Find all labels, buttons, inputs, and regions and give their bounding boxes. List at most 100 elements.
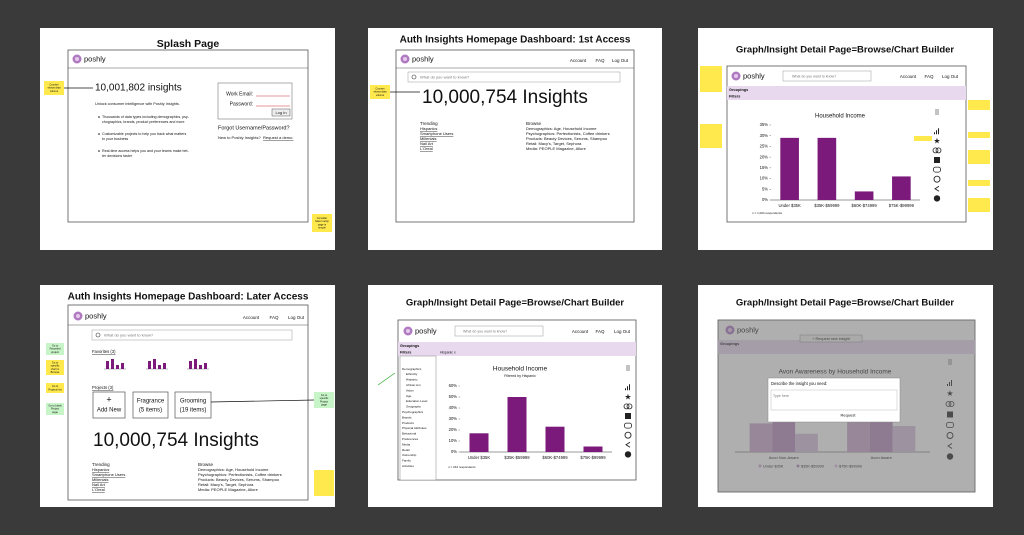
link[interactable]: Psychographics: Perfectionists, Coffee d… bbox=[526, 131, 610, 136]
link[interactable]: Millenials bbox=[420, 136, 436, 141]
button-text[interactable]: Log In bbox=[275, 110, 286, 115]
card-title[interactable]: Grooming bbox=[180, 399, 206, 405]
card-title[interactable]: Fragrance bbox=[137, 399, 165, 405]
sidebar-item[interactable]: Ownership bbox=[402, 453, 417, 457]
link[interactable]: Nail Art bbox=[420, 141, 434, 146]
counter: 10,001,802 insights bbox=[95, 83, 182, 94]
link[interactable]: Media: PEOPLE Magazine, Allure bbox=[198, 487, 259, 492]
nav-link[interactable]: Log Out bbox=[288, 315, 305, 320]
sticky-note bbox=[314, 392, 334, 408]
sidebar-item[interactable]: Psychographics bbox=[402, 410, 424, 414]
link[interactable]: L'Oreal bbox=[92, 487, 105, 492]
link[interactable]: Psychographics: Perfectionists, Coffee d… bbox=[198, 472, 282, 477]
y-tick-label: 0% bbox=[762, 197, 768, 202]
icon-info bbox=[933, 195, 941, 202]
nav-link[interactable]: Log Out bbox=[942, 74, 959, 79]
sidebar-item[interactable]: Preferences bbox=[402, 437, 419, 441]
link[interactable]: Demographics: Age, Household Income bbox=[198, 467, 269, 472]
sticky-note bbox=[968, 132, 990, 138]
link[interactable]: Products: Beauty Devices, Serums, Shampo… bbox=[526, 136, 608, 141]
note-text: Counter bbox=[375, 86, 384, 90]
sidebar-item[interactable]: Asian bbox=[406, 388, 414, 392]
sidebar-item[interactable]: Education Level bbox=[406, 399, 428, 403]
card-title[interactable]: + bbox=[106, 394, 111, 404]
filter-chip[interactable]: Hispanic x bbox=[440, 350, 456, 354]
search-placeholder: What do you want to know? bbox=[104, 333, 154, 338]
button bbox=[271, 108, 291, 117]
link[interactable]: Forgot Username/Password? bbox=[218, 125, 290, 131]
sidebar-item[interactable]: Age bbox=[406, 394, 412, 398]
note-text: Counter bbox=[49, 82, 58, 86]
link[interactable]: Millenials bbox=[92, 477, 108, 482]
mini-bar bbox=[153, 359, 156, 369]
icon-compare bbox=[932, 147, 939, 154]
nav-link[interactable]: Account bbox=[572, 329, 589, 334]
icon-share bbox=[625, 441, 631, 448]
y-tick-label: 0% bbox=[451, 449, 457, 454]
bullet bbox=[98, 133, 100, 135]
bar bbox=[817, 137, 837, 200]
mini-bar bbox=[204, 363, 207, 369]
y-tick-label: 30% bbox=[760, 133, 769, 138]
search-icon bbox=[411, 74, 417, 80]
link[interactable]: Retail: Macy's, Target, Sephora bbox=[526, 141, 582, 146]
section-title[interactable]: Favorites (3) bbox=[92, 349, 116, 354]
nav-link[interactable]: Log Out bbox=[614, 329, 631, 334]
note-text: volume bbox=[50, 89, 59, 93]
sidebar-item[interactable]: Hispanic bbox=[406, 378, 418, 382]
sidebar-item[interactable]: Behavioral bbox=[402, 432, 417, 436]
link[interactable]: L'Oreal bbox=[420, 146, 433, 151]
link[interactable]: Smartphone Users bbox=[92, 472, 125, 477]
mini-bar bbox=[199, 365, 202, 369]
nav-link[interactable]: Log Out bbox=[612, 58, 629, 63]
icon-grid bbox=[934, 157, 940, 163]
icon-chart bbox=[934, 128, 939, 135]
section-title[interactable]: Projects (3) bbox=[92, 385, 114, 390]
sticky-note bbox=[46, 343, 64, 355]
sidebar-item[interactable]: Activities bbox=[402, 464, 414, 468]
nav-link[interactable]: Account bbox=[243, 315, 260, 320]
link[interactable]: Retail: Macy's, Target, Sephora bbox=[198, 482, 254, 487]
link[interactable]: Request a demo. bbox=[263, 135, 293, 140]
nav-link[interactable]: Account bbox=[570, 58, 587, 63]
nav-link[interactable]: FAQ bbox=[269, 315, 279, 320]
sidebar-item[interactable]: Products bbox=[402, 421, 414, 425]
sidebar-item[interactable]: Family bbox=[402, 459, 411, 463]
project-card bbox=[92, 391, 126, 419]
tagline: Unlock consumer intelligence with Poshly… bbox=[95, 102, 180, 106]
sidebar-item[interactable]: African Am. bbox=[406, 383, 422, 387]
nav-link[interactable]: FAQ bbox=[924, 74, 934, 79]
link[interactable]: Media: PEOPLE Magazine, Allure bbox=[526, 146, 587, 151]
link[interactable]: Products: Beauty Devices, Serums, Shampo… bbox=[198, 477, 280, 482]
section-title: Trending bbox=[92, 462, 110, 467]
link[interactable]: Hispanics bbox=[92, 467, 109, 472]
button-text[interactable]: Request bbox=[841, 413, 857, 418]
link[interactable]: Nail Art bbox=[92, 482, 106, 487]
sidebar-item[interactable]: Geography bbox=[406, 405, 421, 409]
sidebar-item[interactable]: Demographics bbox=[402, 367, 422, 371]
field-label: Password: bbox=[230, 101, 253, 107]
link[interactable]: Smartphone Users bbox=[420, 131, 453, 136]
sticky-note bbox=[46, 383, 64, 393]
mini-bar bbox=[158, 365, 161, 369]
link[interactable]: Hispanics bbox=[420, 126, 437, 131]
note-text: chart in bbox=[51, 367, 60, 371]
nav-link[interactable]: Account bbox=[900, 74, 917, 79]
sidebar-item[interactable]: Brands bbox=[402, 415, 412, 419]
sidebar bbox=[399, 355, 437, 481]
nav-link[interactable]: FAQ bbox=[595, 58, 605, 63]
nav-link[interactable]: FAQ bbox=[595, 329, 605, 334]
sidebar-item[interactable]: Physical Attributes bbox=[402, 426, 427, 430]
note-text: Project bbox=[51, 407, 59, 411]
link[interactable]: Demographics: Age, Household Income bbox=[526, 126, 597, 131]
note-text: faster setup bbox=[315, 219, 329, 223]
logo-icon bbox=[734, 74, 738, 78]
section-title: Browse bbox=[198, 462, 214, 467]
logo-text: poshly bbox=[415, 326, 437, 335]
note-text: shows data bbox=[373, 90, 387, 94]
sidebar-item[interactable]: Media bbox=[402, 442, 411, 446]
sidebar-item[interactable]: Ethnicity bbox=[406, 372, 418, 376]
sidebar-item[interactable]: Retail bbox=[402, 448, 410, 452]
y-tick-label: 15% bbox=[760, 165, 769, 170]
